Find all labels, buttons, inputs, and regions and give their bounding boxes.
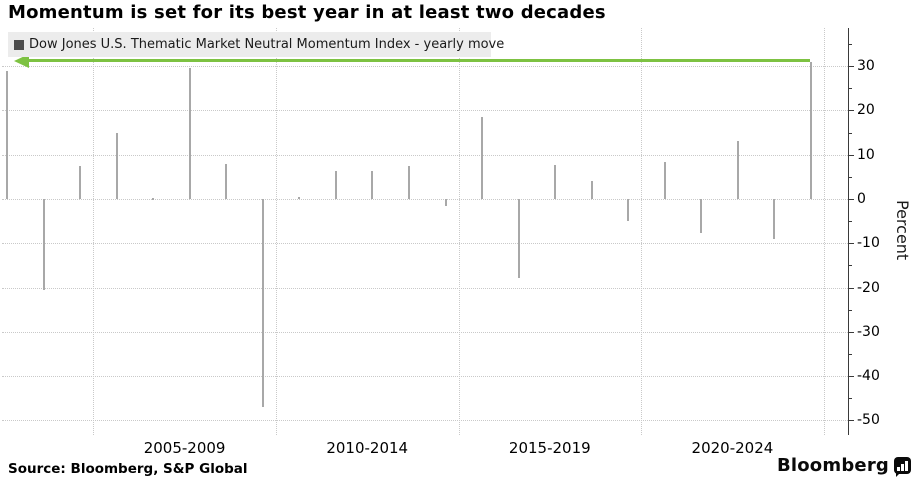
y-minor-tick--15 xyxy=(848,265,852,267)
y-tick-label-10: 10 xyxy=(857,146,875,163)
source-text: Source: Bloomberg, S&P Global xyxy=(8,461,248,477)
bar-2018 xyxy=(590,181,593,199)
y-tick-0 xyxy=(848,198,854,200)
y-tick-label--20: -20 xyxy=(857,279,880,296)
y-tick-30 xyxy=(848,66,854,68)
y-minor-tick--5 xyxy=(848,221,852,223)
bar-2019 xyxy=(627,198,630,222)
bar-2014 xyxy=(444,198,447,207)
y-tick-label--50: -50 xyxy=(857,412,880,429)
bar-2004 xyxy=(79,165,82,199)
bar-2013 xyxy=(408,166,410,199)
y-tick-label-20: 20 xyxy=(857,102,875,119)
v-gridline-2004 xyxy=(93,28,95,435)
y-minor-tick--25 xyxy=(848,309,852,311)
y-minor-tick-25 xyxy=(848,88,852,90)
y-tick--40 xyxy=(848,376,854,378)
x-tick-label-2010-2014: 2010-2014 xyxy=(326,439,409,457)
y-minor-tick-5 xyxy=(848,176,852,178)
y-tick-10 xyxy=(848,154,854,156)
h-gridline--30 xyxy=(2,331,848,333)
v-gridline-2024 xyxy=(823,28,825,435)
h-gridline--40 xyxy=(2,376,848,378)
h-gridline-30 xyxy=(2,66,848,68)
y-tick-label--40: -40 xyxy=(857,368,880,385)
bar-2021 xyxy=(700,198,703,234)
h-gridline-0 xyxy=(2,198,848,200)
bloomberg-logo: Bloomberg xyxy=(776,455,911,477)
x-tick-label-2015-2019: 2015-2019 xyxy=(508,439,591,457)
bar-2012 xyxy=(371,171,374,199)
y-tick--20 xyxy=(848,287,854,289)
bar-2007 xyxy=(188,68,191,199)
y-minor-tick--35 xyxy=(848,353,852,355)
h-gridline--20 xyxy=(2,287,848,289)
bar-2003 xyxy=(42,198,45,290)
h-gridline--10 xyxy=(2,243,848,245)
bloomberg-wordmark: Bloomberg xyxy=(776,455,889,476)
legend-label: Dow Jones U.S. Thematic Market Neutral M… xyxy=(29,37,505,52)
chart-title: Momentum is set for its best year in at … xyxy=(8,2,606,23)
h-gridline-20 xyxy=(2,110,848,112)
y-tick--30 xyxy=(848,331,854,333)
y-tick--10 xyxy=(848,243,854,245)
bar-2017 xyxy=(554,164,557,199)
y-tick-label-30: 30 xyxy=(857,58,875,75)
bar-2005 xyxy=(115,132,118,199)
y-tick-label-0: 0 xyxy=(857,190,866,207)
y-tick-20 xyxy=(848,110,854,112)
annotation-arrow-line xyxy=(26,59,810,63)
bar-2022 xyxy=(736,141,739,199)
bar-2002 xyxy=(6,70,9,199)
bar-2010 xyxy=(298,197,301,200)
bar-2009 xyxy=(261,198,264,408)
plot-area xyxy=(2,28,848,435)
v-gridline-2019 xyxy=(641,28,643,435)
y-tick--50 xyxy=(848,420,854,422)
y-axis-title: Percent xyxy=(893,199,912,261)
y-minor-tick--45 xyxy=(848,398,852,400)
bloomberg-bar-chart-icon xyxy=(894,457,911,477)
y-minor-tick-15 xyxy=(848,132,852,134)
y-axis-line xyxy=(848,28,849,435)
y-tick-label--30: -30 xyxy=(857,323,880,340)
bar-2024 xyxy=(809,61,812,199)
legend-swatch-icon xyxy=(14,39,24,50)
bar-2006 xyxy=(152,198,155,201)
bar-2008 xyxy=(225,163,228,199)
bar-2023 xyxy=(773,198,776,239)
x-tick-label-2005-2009: 2005-2009 xyxy=(143,439,226,457)
bar-2016 xyxy=(517,198,520,278)
x-tick-label-2020-2024: 2020-2024 xyxy=(691,439,774,457)
annotation-arrow-head-icon xyxy=(14,53,29,68)
v-gridline-2014 xyxy=(458,28,460,435)
bar-2011 xyxy=(334,171,337,199)
v-gridline-2009 xyxy=(275,28,277,435)
y-tick-label--10: -10 xyxy=(857,235,880,252)
h-gridline-10 xyxy=(2,154,848,156)
bar-2015 xyxy=(481,116,484,199)
legend: Dow Jones U.S. Thematic Market Neutral M… xyxy=(8,32,504,57)
y-minor-tick-35 xyxy=(848,43,852,45)
h-gridline--50 xyxy=(2,420,848,422)
bar-2020 xyxy=(663,162,666,199)
